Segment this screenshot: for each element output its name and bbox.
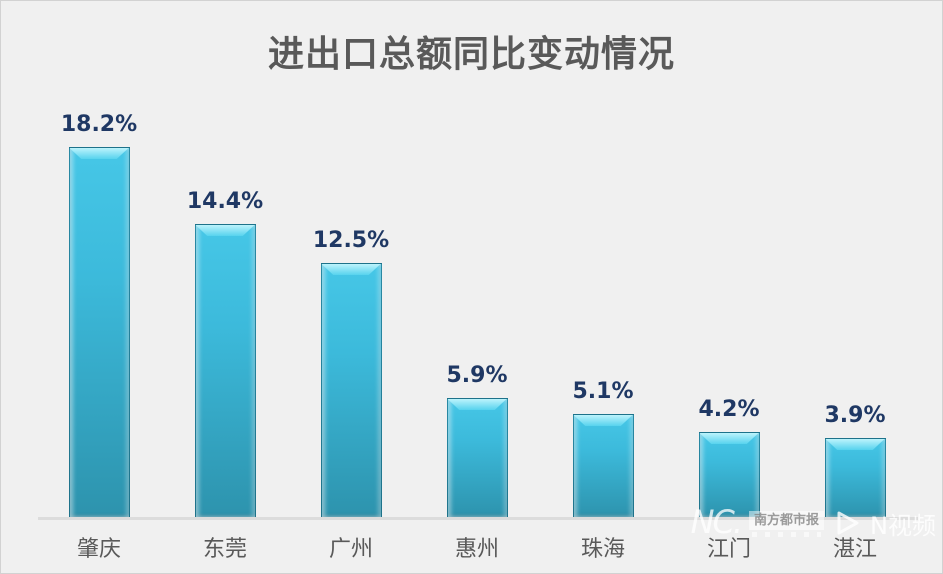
bar <box>698 432 760 518</box>
bar-slot: 5.1% <box>540 1 666 518</box>
chart-title: 进出口总额同比变动情况 <box>267 34 675 75</box>
category-label: 惠州 <box>454 536 499 562</box>
category-label: 湛江 <box>832 536 877 562</box>
category-axis: 肇庆 东莞 广州 惠州 珠海 江门 湛江 <box>36 518 918 573</box>
watermark: NC. 南方都市报 N视频 <box>691 504 936 548</box>
bar-slot: 14.4% <box>162 1 288 518</box>
category-label: 江门 <box>706 536 751 562</box>
brand-box-wrap: 南方都市报 <box>749 510 825 538</box>
value-label: 3.9% <box>824 403 886 428</box>
category-label: 东莞 <box>202 536 247 562</box>
bar <box>68 147 130 518</box>
bar <box>194 224 256 518</box>
brand-slogan-dots <box>752 532 822 538</box>
bar <box>320 263 382 518</box>
nc-logo: NC. <box>690 503 743 541</box>
bar <box>824 438 886 518</box>
bar-top-bevel <box>195 225 255 236</box>
bar-slot: 3.9% <box>792 1 918 518</box>
value-label: 14.4% <box>186 189 264 214</box>
bar-top-bevel <box>69 148 129 159</box>
value-label: 5.9% <box>446 363 508 388</box>
bar-top-bevel <box>699 433 759 444</box>
value-label: 4.2% <box>698 397 760 422</box>
bar-slot: 12.5% <box>288 1 414 518</box>
value-label: 18.2% <box>60 112 138 137</box>
category-label: 肇庆 <box>76 536 121 562</box>
bar-top-bevel <box>573 415 633 426</box>
play-icon <box>837 511 859 535</box>
bar <box>446 398 508 518</box>
video-platform-label: N视频 <box>870 511 936 540</box>
bar-top-bevel <box>825 439 885 450</box>
category-label: 广州 <box>328 536 373 562</box>
bar-slot: 18.2% <box>36 1 162 518</box>
category-label: 珠海 <box>580 536 625 562</box>
bar-slot: 5.9% <box>414 1 540 518</box>
bar-slot: 4.2% <box>666 1 792 518</box>
brand-name-label: 南方都市报 <box>749 510 825 531</box>
plot-area: 18.2% 14.4% 12.5% 5.9% 5.1% 4.2% 3.9% <box>36 1 918 518</box>
bar-top-bevel <box>447 399 507 410</box>
bar <box>572 414 634 518</box>
value-label: 5.1% <box>572 379 634 404</box>
bar-top-bevel <box>321 264 381 275</box>
x-axis-baseline <box>38 517 918 520</box>
value-label: 12.5% <box>312 228 390 253</box>
